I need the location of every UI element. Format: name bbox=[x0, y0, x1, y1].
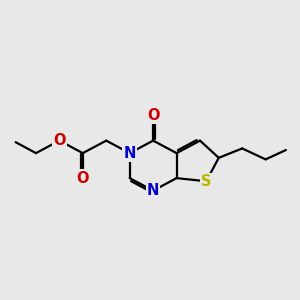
Text: O: O bbox=[147, 108, 159, 123]
Text: O: O bbox=[53, 133, 66, 148]
Text: O: O bbox=[76, 171, 89, 186]
Text: S: S bbox=[201, 174, 211, 189]
Text: N: N bbox=[124, 146, 136, 160]
Text: N: N bbox=[147, 183, 159, 198]
